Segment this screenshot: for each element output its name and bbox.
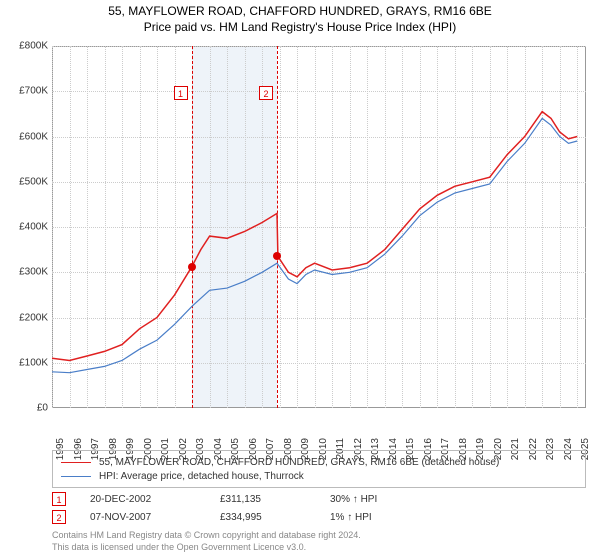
series-line-hpi — [52, 118, 577, 372]
sale-price: £334,995 — [220, 512, 330, 523]
y-axis-label: £800K — [4, 41, 48, 52]
sale-pct: 1% ↑ HPI — [330, 512, 450, 523]
y-axis-label: £600K — [4, 131, 48, 142]
series-line-property — [52, 112, 577, 361]
chart-lines — [52, 46, 586, 408]
y-axis-label: £100K — [4, 357, 48, 368]
y-axis-label: £500K — [4, 176, 48, 187]
footer-line2: This data is licensed under the Open Gov… — [52, 542, 361, 554]
footer-line1: Contains HM Land Registry data © Crown c… — [52, 530, 361, 542]
sale-marker-badge: 2 — [259, 86, 273, 100]
sale-date: 20-DEC-2002 — [90, 494, 220, 505]
legend-label-property: 55, MAYFLOWER ROAD, CHAFFORD HUNDRED, GR… — [99, 457, 499, 468]
sale-marker-dot — [188, 263, 196, 271]
legend-swatch-hpi — [61, 476, 91, 477]
legend: 55, MAYFLOWER ROAD, CHAFFORD HUNDRED, GR… — [52, 450, 586, 488]
sales-row: 1 20-DEC-2002 £311,135 30% ↑ HPI — [52, 490, 586, 508]
legend-item-hpi: HPI: Average price, detached house, Thur… — [61, 469, 577, 483]
title-area: 55, MAYFLOWER ROAD, CHAFFORD HUNDRED, GR… — [0, 0, 600, 34]
sale-marker-dot — [273, 252, 281, 260]
chart-container: 55, MAYFLOWER ROAD, CHAFFORD HUNDRED, GR… — [0, 0, 600, 560]
y-axis-label: £400K — [4, 222, 48, 233]
footer: Contains HM Land Registry data © Crown c… — [52, 530, 361, 553]
sales-table: 1 20-DEC-2002 £311,135 30% ↑ HPI 2 07-NO… — [52, 490, 586, 526]
y-axis-label: £700K — [4, 86, 48, 97]
y-axis-label: £300K — [4, 267, 48, 278]
y-axis-label: £200K — [4, 312, 48, 323]
sales-row: 2 07-NOV-2007 £334,995 1% ↑ HPI — [52, 508, 586, 526]
sale-badge-2: 2 — [52, 510, 66, 524]
sale-badge-1: 1 — [52, 492, 66, 506]
sale-price: £311,135 — [220, 494, 330, 505]
y-axis-label: £0 — [4, 403, 48, 414]
sale-pct: 30% ↑ HPI — [330, 494, 450, 505]
chart-title: 55, MAYFLOWER ROAD, CHAFFORD HUNDRED, GR… — [0, 4, 600, 18]
legend-item-property: 55, MAYFLOWER ROAD, CHAFFORD HUNDRED, GR… — [61, 455, 577, 469]
legend-swatch-property — [61, 462, 91, 463]
legend-label-hpi: HPI: Average price, detached house, Thur… — [99, 471, 304, 482]
sale-marker-badge: 1 — [174, 86, 188, 100]
chart-subtitle: Price paid vs. HM Land Registry's House … — [0, 20, 600, 34]
sale-date: 07-NOV-2007 — [90, 512, 220, 523]
